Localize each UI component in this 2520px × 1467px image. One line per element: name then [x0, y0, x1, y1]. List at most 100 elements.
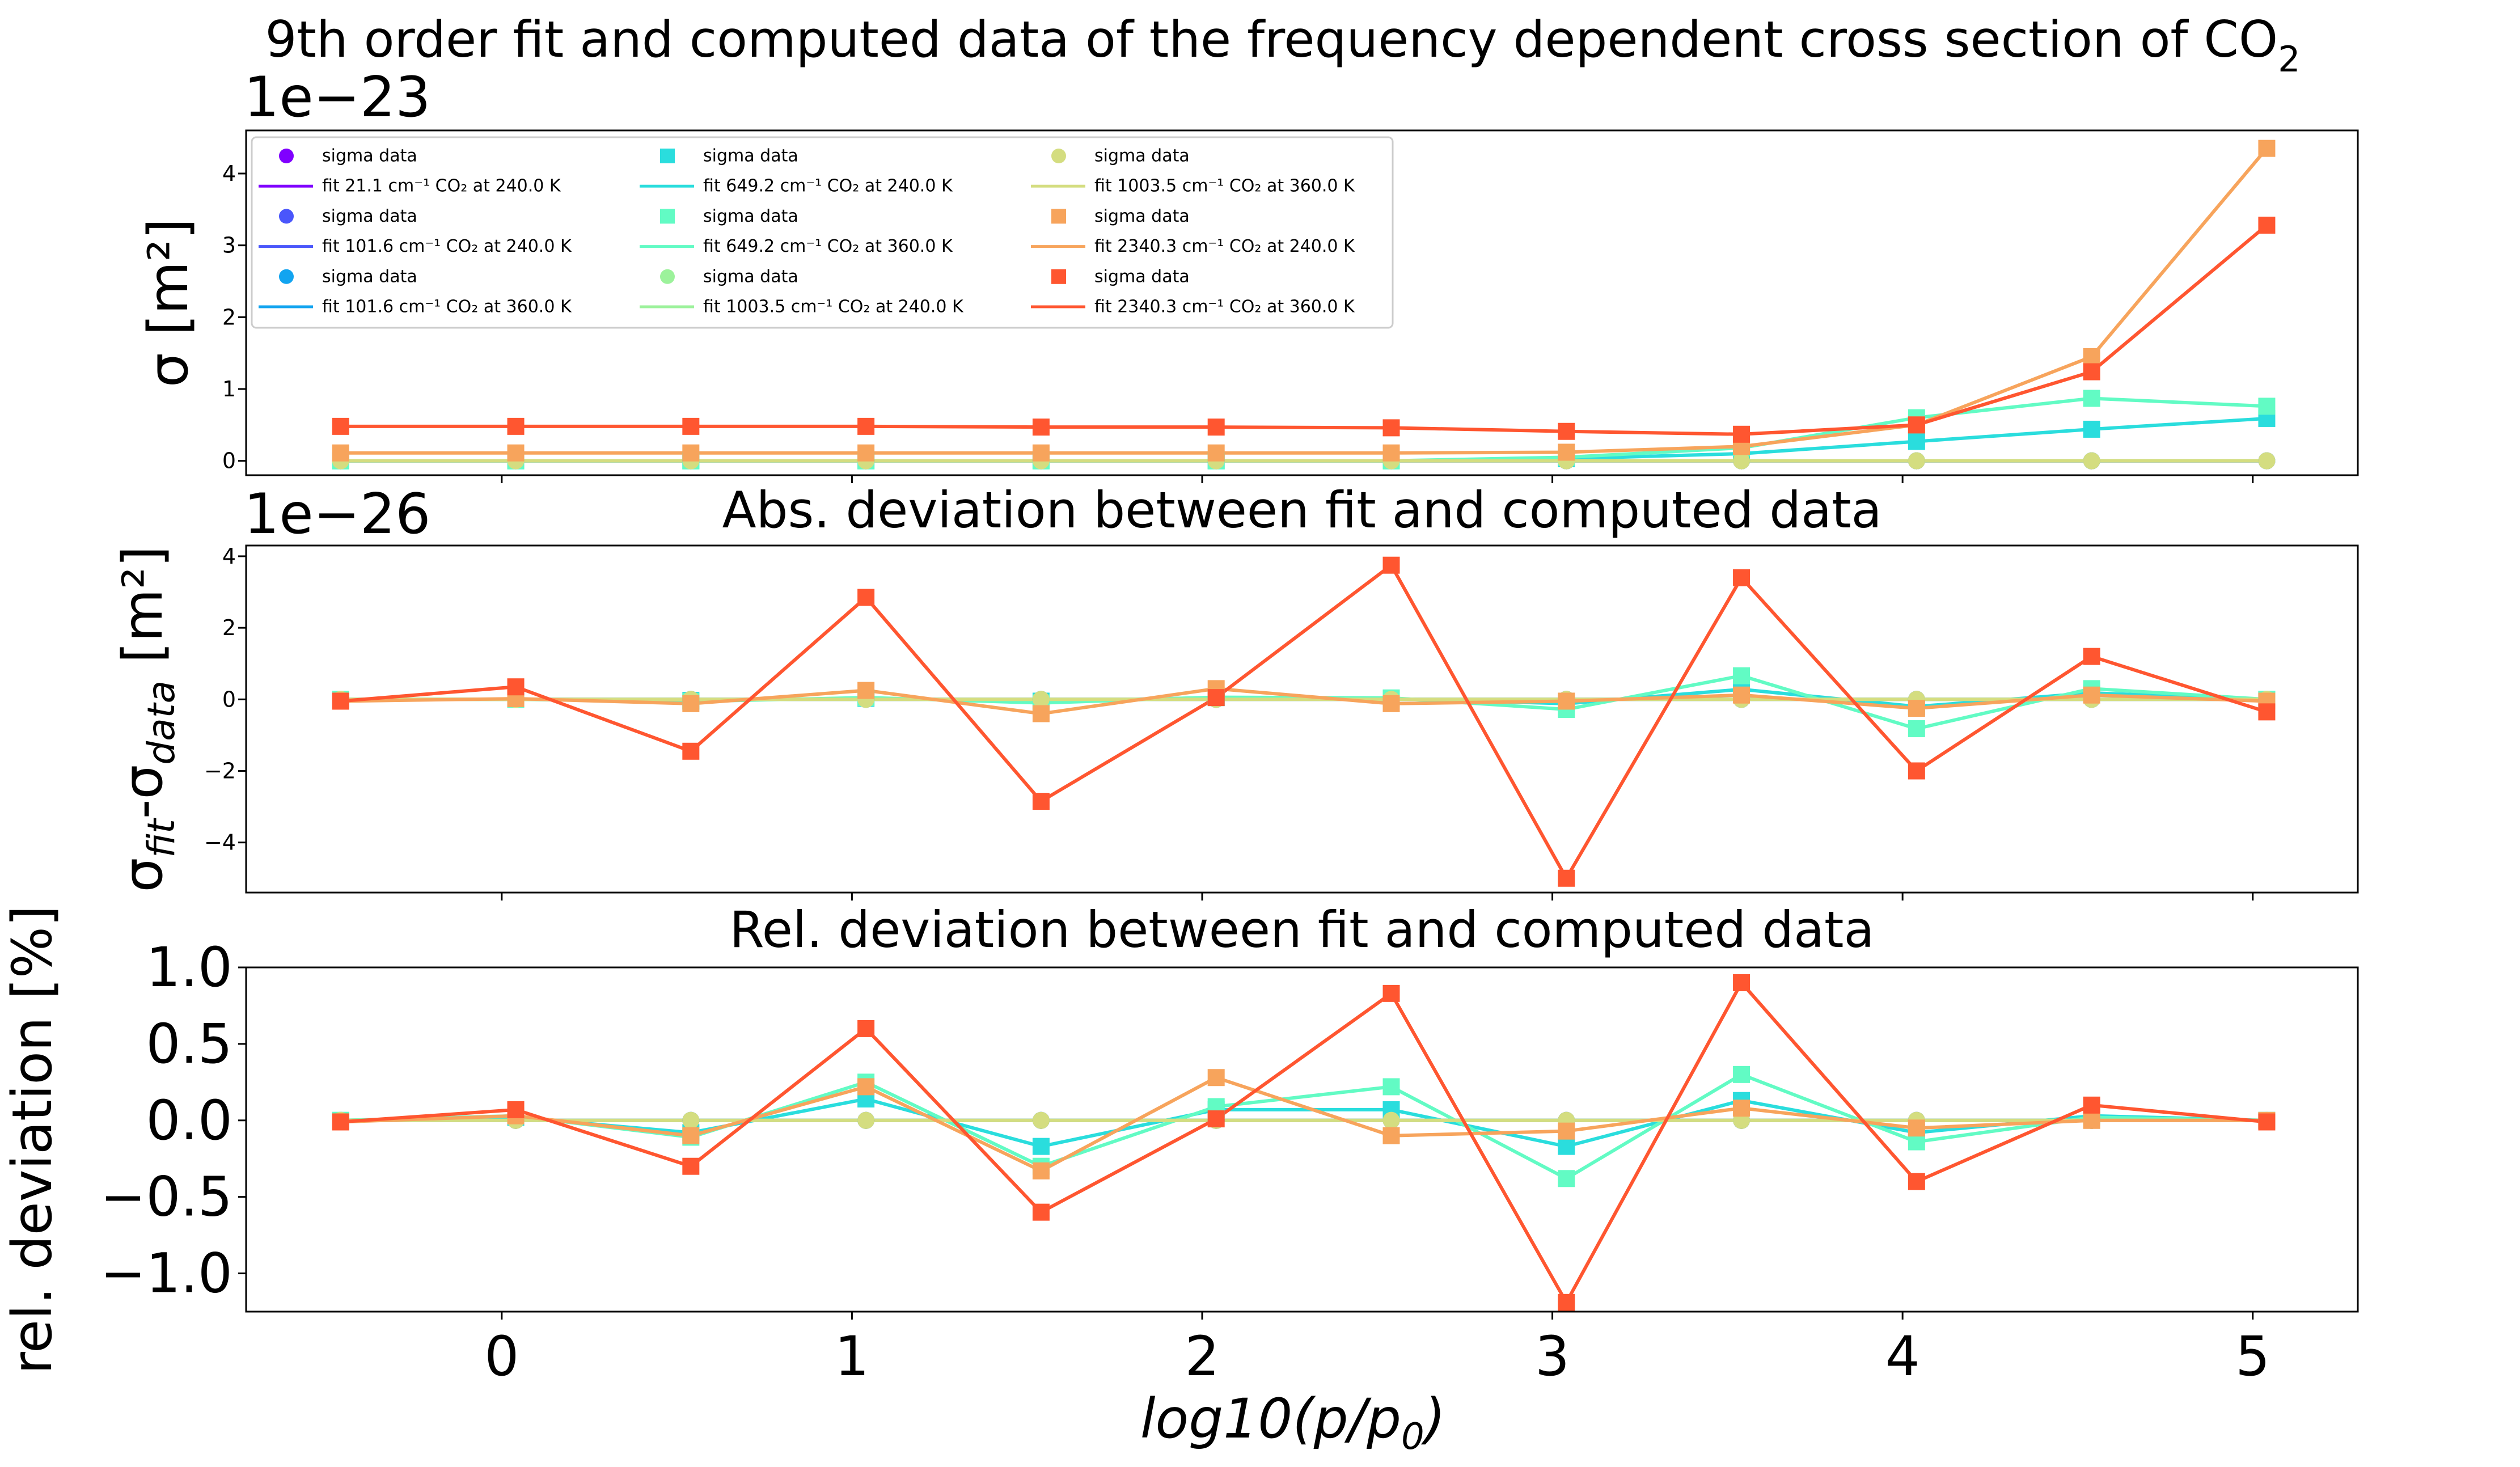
data-point	[1558, 1170, 1575, 1187]
panel-2-series	[332, 556, 2276, 887]
data-point	[2083, 452, 2100, 470]
legend-label: fit 649.2 cm⁻¹ CO₂ at 360.0 K	[703, 236, 953, 256]
data-point	[1382, 444, 1400, 462]
panel-3-frame	[245, 966, 2359, 1313]
panel-2-ytick-label: 4	[222, 544, 236, 569]
panel-1-ytick-label: 1	[222, 377, 236, 401]
data-point	[2083, 686, 2100, 704]
legend-label: sigma data	[1094, 267, 1190, 286]
x-tick-label: 1	[835, 1325, 869, 1388]
panel-2-title: Abs. deviation between fit and computed …	[722, 481, 1881, 539]
data-point	[1908, 416, 1925, 434]
legend-label: sigma data	[322, 267, 417, 286]
legend-item: sigma data	[660, 267, 798, 286]
legend-label: sigma data	[703, 267, 798, 286]
data-point	[2083, 648, 2100, 665]
data-point	[1908, 762, 1925, 780]
data-point	[1908, 1173, 1925, 1190]
data-point	[2258, 398, 2276, 415]
legend-label: sigma data	[322, 146, 417, 166]
data-point	[2083, 390, 2100, 407]
data-point	[1382, 695, 1400, 712]
series-line-8	[340, 1076, 2267, 1173]
panel-2-ytick-label: 0	[222, 687, 236, 712]
data-point	[507, 1101, 525, 1118]
panel-1-ytick-label: 4	[222, 161, 236, 186]
data-point	[1382, 1078, 1400, 1096]
legend-item: sigma data	[660, 206, 798, 226]
series-line-8	[340, 147, 2268, 455]
data-point	[682, 695, 700, 712]
data-point	[1207, 418, 1225, 436]
x-tick-label: 2	[1185, 1325, 1219, 1388]
data-point	[1908, 1119, 1925, 1137]
data-point	[1032, 418, 1050, 436]
legend-item: fit 1003.5 cm⁻¹ CO₂ at 240.0 K	[640, 297, 964, 317]
panel-3-ytick-label: 0.5	[146, 1012, 232, 1076]
panel-2: Abs. deviation between fit and computed …	[111, 481, 2359, 901]
panel-3-ylabel: rel. deviation [%]	[1, 906, 64, 1375]
data-point	[857, 417, 875, 435]
panel-2-ylabel: σfit-σdata [m²]	[111, 546, 183, 893]
data-point	[1733, 974, 1751, 991]
data-point	[1032, 705, 1050, 722]
panel-3-title: Rel. deviation between fit and computed …	[730, 901, 1875, 959]
data-point	[857, 444, 875, 462]
data-point	[1207, 444, 1225, 462]
data-point	[1382, 1111, 1400, 1129]
legend-label: fit 2340.3 cm⁻¹ CO₂ at 360.0 K	[1094, 297, 1355, 317]
data-point	[857, 1078, 875, 1096]
figure-suptitle: 9th order fit and computed data of the f…	[265, 10, 2300, 80]
data-point	[682, 742, 700, 760]
data-point	[2258, 703, 2276, 721]
data-point	[2258, 139, 2276, 157]
data-point	[682, 1111, 700, 1129]
data-point	[1382, 1127, 1400, 1144]
legend-label: fit 2340.3 cm⁻¹ CO₂ at 240.0 K	[1094, 236, 1355, 256]
legend-label: fit 101.6 cm⁻¹ CO₂ at 240.0 K	[322, 236, 572, 256]
data-point	[1558, 1293, 1575, 1311]
data-point	[1207, 1069, 1225, 1086]
x-tick-label: 3	[1535, 1325, 1570, 1388]
data-point	[1032, 1138, 1050, 1155]
panel-3-ytick-label: −0.5	[100, 1165, 232, 1229]
data-point	[682, 417, 700, 435]
legend-marker	[660, 149, 675, 163]
data-point	[1733, 667, 1751, 684]
legend-item: fit 2340.3 cm⁻¹ CO₂ at 360.0 K	[1031, 297, 1355, 317]
legend-item: fit 2340.3 cm⁻¹ CO₂ at 240.0 K	[1031, 236, 1355, 256]
data-point	[1558, 443, 1575, 461]
data-point	[682, 1157, 700, 1175]
legend-item: fit 1003.5 cm⁻¹ CO₂ at 360.0 K	[1031, 176, 1355, 196]
data-point	[1558, 422, 1575, 440]
legend-item: sigma data	[279, 267, 417, 286]
data-point	[332, 444, 349, 462]
panel-1-ylabel: σ [m²]	[137, 218, 200, 387]
legend-item: fit 649.2 cm⁻¹ CO₂ at 360.0 K	[640, 236, 953, 256]
data-point	[1032, 793, 1050, 810]
series-line-4	[340, 1097, 2267, 1148]
legend-marker	[1051, 209, 1066, 224]
legend-label: sigma data	[703, 206, 798, 226]
series-line-8	[340, 687, 2267, 716]
x-tick-label: 5	[2235, 1325, 2270, 1388]
data-point	[2083, 363, 2100, 381]
data-point	[507, 444, 525, 462]
legend-item: sigma data	[279, 206, 417, 226]
data-point	[857, 1111, 875, 1129]
data-point	[1032, 1203, 1050, 1221]
legend-label: fit 649.2 cm⁻¹ CO₂ at 240.0 K	[703, 176, 953, 196]
data-point	[2083, 420, 2100, 438]
data-point	[2083, 348, 2100, 365]
data-point	[682, 444, 700, 462]
panel-3-ytick-label: −1.0	[100, 1242, 232, 1305]
panel-1-ytick-label: 2	[222, 305, 236, 329]
data-point	[2083, 1111, 2100, 1129]
panel-1: 1e−23 0 1 2 3 4 σ [m²]	[137, 65, 2359, 483]
panel-3-ytick-label: 1.0	[146, 936, 232, 999]
legend-item: fit 101.6 cm⁻¹ CO₂ at 360.0 K	[259, 297, 572, 317]
series-line-9	[340, 563, 2268, 880]
series-line-9	[340, 223, 2268, 436]
data-point	[1032, 1111, 1050, 1129]
legend-label: fit 1003.5 cm⁻¹ CO₂ at 360.0 K	[1094, 176, 1355, 196]
